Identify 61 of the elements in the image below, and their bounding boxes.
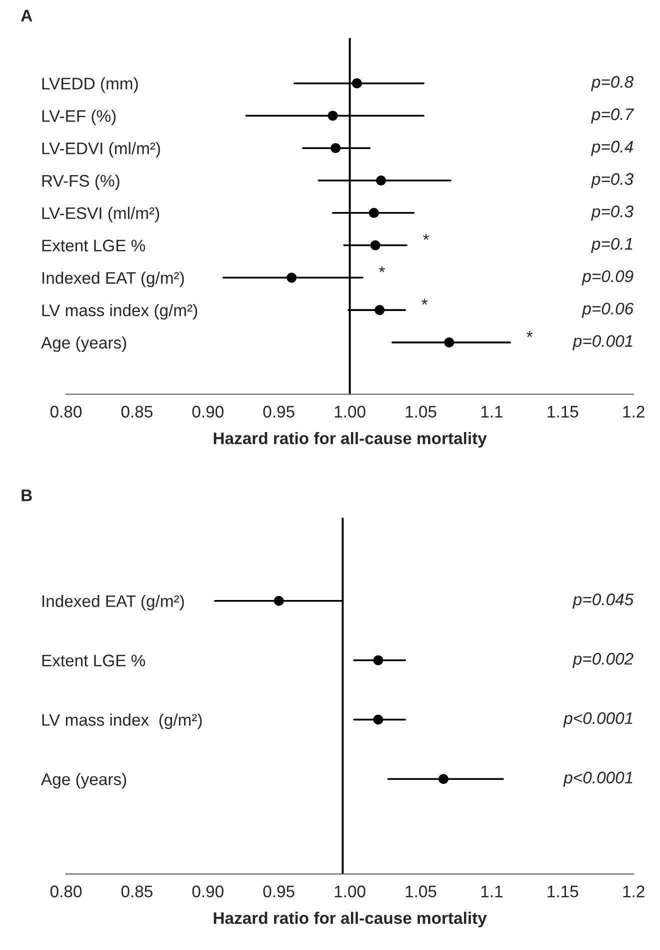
y-tick-label: Extent LGE % xyxy=(42,654,146,666)
y-tick-label: LV-EF (%) xyxy=(42,110,116,126)
x-tick-label: 1.05 xyxy=(406,886,436,898)
y-tick-label: LVEDD (mm) xyxy=(42,77,138,93)
x-tick-label: 0.85 xyxy=(121,406,152,418)
x-tick-label: 0.90 xyxy=(192,406,224,418)
x-tick-label: 1.00 xyxy=(334,886,366,898)
annotation: * xyxy=(526,331,533,337)
annotation: p=0.002 xyxy=(572,652,634,668)
x-tick-label: 0.80 xyxy=(50,406,82,418)
x-tick-label: 1.00 xyxy=(334,406,366,418)
annotation: p=0.3 xyxy=(591,173,634,188)
point xyxy=(370,240,380,250)
y-tick-label: LV-ESVI (ml/m²) xyxy=(42,206,160,222)
annotation: p=0.3 xyxy=(591,206,634,221)
x-tick-label: 1.1 xyxy=(481,406,502,418)
point xyxy=(352,78,362,88)
annotation: p=0.1 xyxy=(591,238,632,254)
y-tick-label: Age (years) xyxy=(41,336,126,352)
annotation: * xyxy=(423,234,429,240)
x-tick-label: 0.85 xyxy=(121,886,152,898)
y-tick-label: LV mass index (g/m²) xyxy=(42,304,198,320)
annotation: * xyxy=(422,298,428,305)
point xyxy=(444,337,454,348)
x-tick-label: 1.2 xyxy=(623,406,644,418)
y-tick-label: LV mass index (g/m²) xyxy=(42,714,202,730)
annotation: p=0.001 xyxy=(572,335,632,350)
annotation: p=0.045 xyxy=(572,594,634,609)
point xyxy=(368,208,379,218)
x-tick-label: 1.15 xyxy=(548,886,578,898)
y-tick-label: Age (years) xyxy=(41,772,126,788)
chart-title: A xyxy=(21,10,32,22)
point xyxy=(286,272,297,283)
point xyxy=(376,175,386,186)
annotation: p=0.7 xyxy=(591,108,634,124)
point xyxy=(328,110,338,121)
x-tick-label: 1.2 xyxy=(623,886,644,898)
annotation: p<0.0001 xyxy=(563,712,632,728)
x-tick-label: 1.05 xyxy=(406,406,436,418)
x-tick-label: 0.95 xyxy=(263,406,294,418)
chart-title: B xyxy=(22,490,32,502)
x-tick-label: 0.95 xyxy=(263,886,294,898)
y-tick-label: LV-EDVI (ml/m²) xyxy=(42,142,160,158)
y-tick-label: RV-FS (%) xyxy=(42,174,120,190)
x-tick-label: 0.90 xyxy=(192,886,224,898)
y-tick-label: Extent LGE % xyxy=(42,240,146,252)
annotation: p=0.4 xyxy=(591,140,633,156)
annotation: p=0.8 xyxy=(591,76,634,92)
annotation: p=0.09 xyxy=(582,270,634,286)
x-tick-label: 0.80 xyxy=(50,886,82,898)
annotation: p=0.06 xyxy=(582,302,634,318)
y-tick-label: Indexed EAT (g/m²) xyxy=(42,272,184,288)
point xyxy=(330,143,341,154)
annotation: * xyxy=(379,266,385,272)
y-tick-label: Indexed EAT (g/m²) xyxy=(42,594,184,610)
x-axis-title: Hazard ratio for all-cause mortality xyxy=(214,432,487,448)
x-axis-title: Hazard ratio for all-cause mortality xyxy=(214,912,487,928)
annotation: p<0.0001 xyxy=(563,772,632,787)
point xyxy=(374,305,385,316)
x-tick-label: 1.1 xyxy=(481,886,502,898)
x-tick-label: 1.15 xyxy=(548,406,578,418)
